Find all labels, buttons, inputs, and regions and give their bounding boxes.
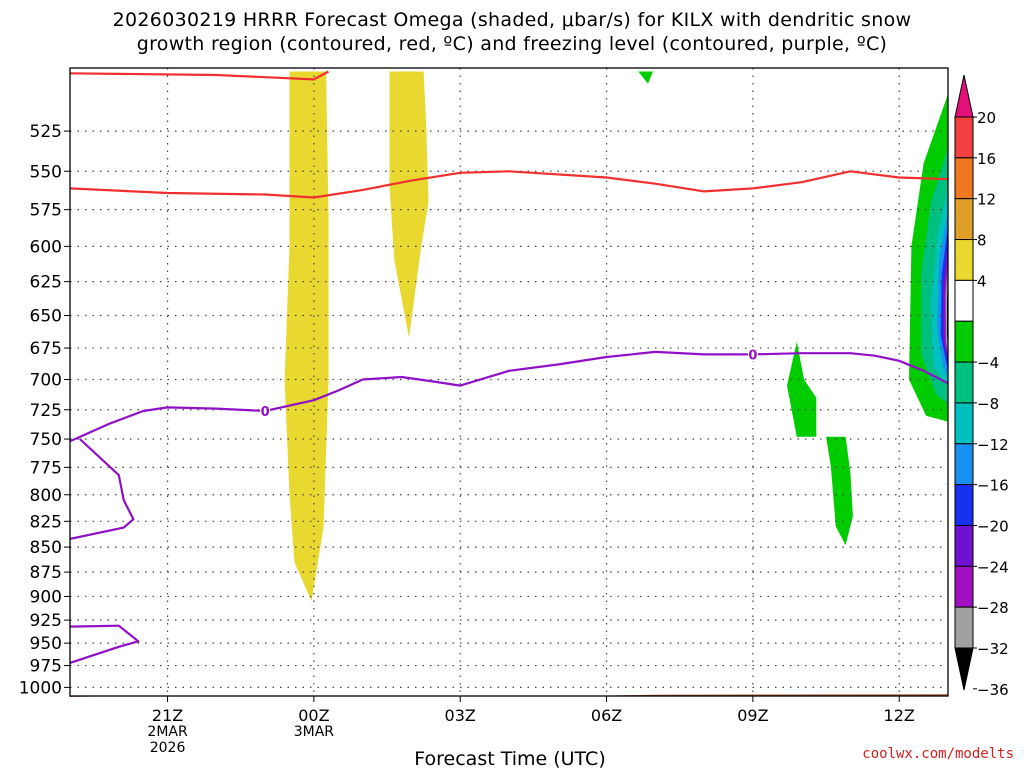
y-tick-label: 600 bbox=[30, 237, 62, 257]
colorbar-label: −20 bbox=[977, 517, 1009, 535]
x-axis-label: Forecast Time (UTC) bbox=[414, 748, 605, 768]
colorbar-box bbox=[954, 524, 974, 567]
y-tick-label: 825 bbox=[30, 512, 62, 532]
colorbar-box bbox=[954, 484, 974, 526]
colorbar-box bbox=[954, 443, 974, 486]
y-tick-label: 800 bbox=[30, 486, 62, 506]
y-tick-label: 650 bbox=[30, 306, 62, 326]
colorbar-label: 8 bbox=[977, 232, 987, 250]
y-tick-label: 675 bbox=[30, 339, 62, 359]
colorbar-label: −4 bbox=[977, 354, 999, 372]
y-tick-label: 725 bbox=[30, 401, 62, 421]
contour-label: 0 bbox=[748, 348, 757, 363]
y-tick-label: 700 bbox=[30, 370, 62, 390]
colorbar-box bbox=[954, 279, 974, 322]
colorbar-box bbox=[954, 320, 974, 363]
contour-line bbox=[70, 350, 948, 443]
contour-label-bg bbox=[260, 403, 271, 418]
contour-line bbox=[70, 624, 140, 664]
colorbar-label: 12 bbox=[977, 191, 996, 209]
y-tick-label: 575 bbox=[30, 201, 62, 221]
colorbar-label: −12 bbox=[977, 436, 1009, 454]
colorbar-label: −24 bbox=[977, 558, 1009, 576]
colorbar-box bbox=[954, 198, 974, 241]
x-tick-label: 00Z bbox=[298, 706, 329, 725]
x-tick-label: 21Z bbox=[152, 706, 183, 725]
y-tick-label: 900 bbox=[30, 587, 62, 607]
chart-title-line1: 2026030219 HRRR Forecast Omega (shaded, … bbox=[112, 9, 912, 31]
omega-region-yellow-column-02Z bbox=[389, 71, 429, 338]
colorbar-box bbox=[954, 157, 974, 200]
y-tick-label: 750 bbox=[30, 430, 62, 450]
colorbar-box bbox=[954, 361, 974, 404]
y-tick-label: 950 bbox=[30, 634, 62, 654]
contour-line bbox=[70, 170, 948, 199]
omega-region-green-11Z-lower bbox=[826, 436, 853, 546]
colorbar-label: −36 bbox=[977, 681, 1009, 699]
plot-frame bbox=[69, 67, 949, 697]
colorbar-label: 16 bbox=[977, 150, 996, 168]
colorbar-label: −8 bbox=[977, 395, 999, 413]
colorbar-label: −28 bbox=[977, 599, 1009, 617]
y-tick-label: 550 bbox=[30, 162, 62, 182]
y-tick-label: 525 bbox=[30, 122, 62, 142]
y-tick-label: 850 bbox=[30, 538, 62, 558]
omega-region-green-top-07Z bbox=[638, 71, 653, 84]
contour-line bbox=[70, 438, 135, 540]
y-tick-label: 1000 bbox=[19, 678, 62, 698]
y-tick-label: 975 bbox=[30, 657, 62, 677]
omega-region-green-10Z-upper bbox=[787, 341, 817, 437]
colorbar-box bbox=[954, 565, 974, 608]
x-tick-sublabel: 3MAR bbox=[294, 724, 335, 740]
x-tick-label: 12Z bbox=[884, 706, 915, 725]
omega-region-yellow-column-00Z bbox=[284, 71, 329, 602]
y-tick-label: 775 bbox=[30, 458, 62, 478]
colorbar-bottom-triangle bbox=[954, 647, 974, 691]
y-tick-label: 875 bbox=[30, 563, 62, 583]
colorbar-label: 20 bbox=[977, 109, 996, 127]
x-tick-sublabel: 2MAR bbox=[147, 724, 188, 740]
x-tick-label: 06Z bbox=[591, 706, 622, 725]
colorbar-box bbox=[954, 116, 974, 159]
colorbar-label: 4 bbox=[977, 272, 987, 290]
contour-label: 0 bbox=[261, 405, 270, 420]
colorbar-box bbox=[954, 606, 974, 649]
colorbar-top-triangle bbox=[954, 74, 974, 118]
contour-line bbox=[70, 70, 330, 81]
chart-title-line2: growth region (contoured, red, ºC) and f… bbox=[136, 33, 888, 55]
x-tick-label: 09Z bbox=[737, 706, 768, 725]
colorbar-box bbox=[954, 402, 974, 445]
colorbar-label: −32 bbox=[977, 640, 1009, 658]
contour-label-bg bbox=[747, 347, 758, 362]
y-tick-label: 925 bbox=[30, 611, 62, 631]
colorbar-label: −16 bbox=[977, 477, 1009, 495]
watermark: coolwx.com/modelts bbox=[862, 746, 1014, 762]
colorbar-box bbox=[954, 239, 974, 281]
x-tick-sublabel: 2026 bbox=[150, 740, 186, 756]
x-tick-label: 03Z bbox=[445, 706, 476, 725]
y-tick-label: 625 bbox=[30, 273, 62, 293]
